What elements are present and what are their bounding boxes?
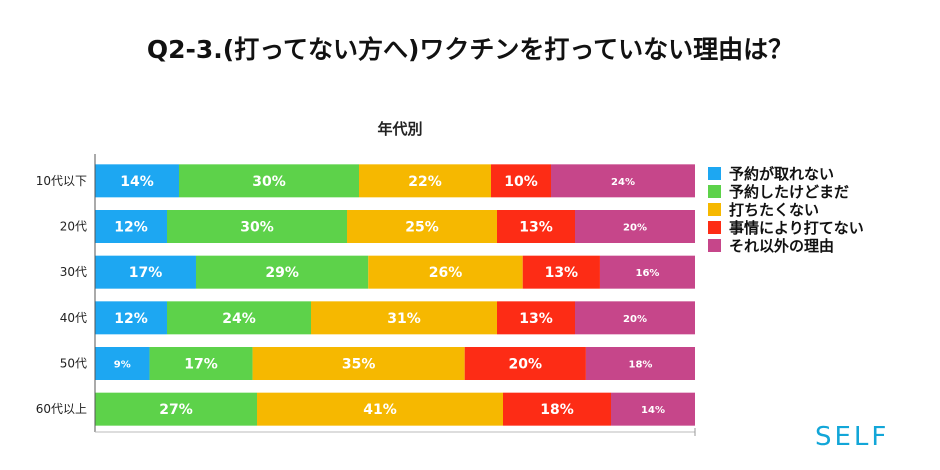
data-label: 25% [405, 220, 439, 236]
legend-item: それ以外の理由 [708, 236, 864, 255]
data-label: 17% [129, 265, 163, 281]
legend-swatch [708, 202, 721, 216]
data-label: 24% [222, 311, 256, 327]
bar-segment [95, 255, 196, 289]
bar-segment [347, 210, 497, 243]
bar-segment [167, 301, 311, 335]
legend-swatch [708, 166, 721, 180]
chart-title: Q2-3.(打ってない方へ)ワクチンを打っていない理由は？ [146, 35, 794, 64]
data-label: 18% [540, 402, 574, 418]
bar-segment [522, 255, 600, 289]
bar-segment [599, 255, 695, 289]
bar-segment [252, 347, 465, 380]
legend-swatch [708, 238, 721, 252]
legend: 予約が取れない 予約したけどまだ 打ちたくない 事情により打てない それ以外の理由 [708, 164, 864, 255]
legend-label: 予約が取れない [729, 164, 835, 183]
data-label: 26% [429, 265, 463, 281]
brand-logo: SELF [815, 422, 890, 452]
data-label: 24% [611, 177, 635, 188]
data-label: 20% [623, 223, 647, 234]
chart-subtitle: 年代別 [377, 120, 423, 138]
legend-label: 予約したけどまだ [729, 182, 850, 201]
data-label: 13% [545, 265, 579, 281]
category-label: 50代 [60, 357, 87, 371]
data-label: 20% [509, 357, 543, 373]
legend-label: 打ちたくない [729, 200, 820, 219]
data-label: 16% [636, 268, 660, 279]
bar-segment [95, 347, 150, 380]
data-label: 27% [159, 402, 193, 418]
bar-segment [195, 255, 369, 289]
data-label: 22% [408, 174, 442, 190]
data-label: 12% [114, 311, 148, 327]
legend-item: 予約が取れない [708, 164, 864, 183]
data-label: 13% [519, 311, 553, 327]
bar-segment [464, 347, 586, 380]
bar-segment [503, 392, 611, 426]
data-label: 14% [120, 174, 154, 190]
data-label: 12% [114, 220, 148, 236]
legend-label: 事情により打てない [729, 218, 864, 237]
bar-segment [551, 164, 695, 198]
bar-segment [497, 210, 575, 243]
bar-segment [611, 392, 695, 426]
data-label: 9% [114, 360, 131, 371]
bar-segment [167, 210, 347, 243]
data-label: 10% [504, 174, 538, 190]
bar-segment [149, 347, 253, 380]
bar-segment [491, 164, 551, 198]
data-label: 30% [240, 220, 274, 236]
data-label: 14% [641, 405, 665, 416]
data-label: 30% [252, 174, 286, 190]
data-label: 13% [519, 220, 553, 236]
legend-item: 打ちたくない [708, 200, 864, 219]
bar-segment [311, 301, 497, 335]
bar-segment [179, 164, 359, 198]
data-label: 31% [387, 311, 421, 327]
bar-segment [497, 301, 575, 335]
bar-segment [95, 210, 167, 243]
bar-segment [359, 164, 491, 198]
legend-item: 事情により打てない [708, 218, 864, 237]
bar-segment [585, 347, 695, 380]
category-label: 40代 [60, 311, 87, 325]
category-label: 20代 [60, 220, 87, 234]
legend-swatch [708, 220, 721, 234]
bar-segment [95, 164, 179, 198]
bar-segment [575, 210, 695, 243]
bar-segment [368, 255, 523, 289]
category-label: 10代以下 [36, 174, 87, 188]
data-label: 17% [184, 357, 218, 373]
bar-segment [95, 301, 167, 335]
legend-swatch [708, 184, 721, 198]
category-label: 30代 [60, 265, 87, 279]
bar-segment [575, 301, 695, 335]
legend-item: 予約したけどまだ [708, 182, 864, 201]
data-label: 35% [342, 357, 376, 373]
data-label: 41% [363, 402, 397, 418]
data-label: 29% [265, 265, 299, 281]
data-label: 20% [623, 314, 647, 325]
bar-segment [257, 392, 503, 426]
legend-label: それ以外の理由 [729, 236, 835, 255]
bar-segment [95, 392, 257, 426]
category-label: 60代以上 [36, 402, 87, 416]
data-label: 18% [628, 360, 652, 371]
